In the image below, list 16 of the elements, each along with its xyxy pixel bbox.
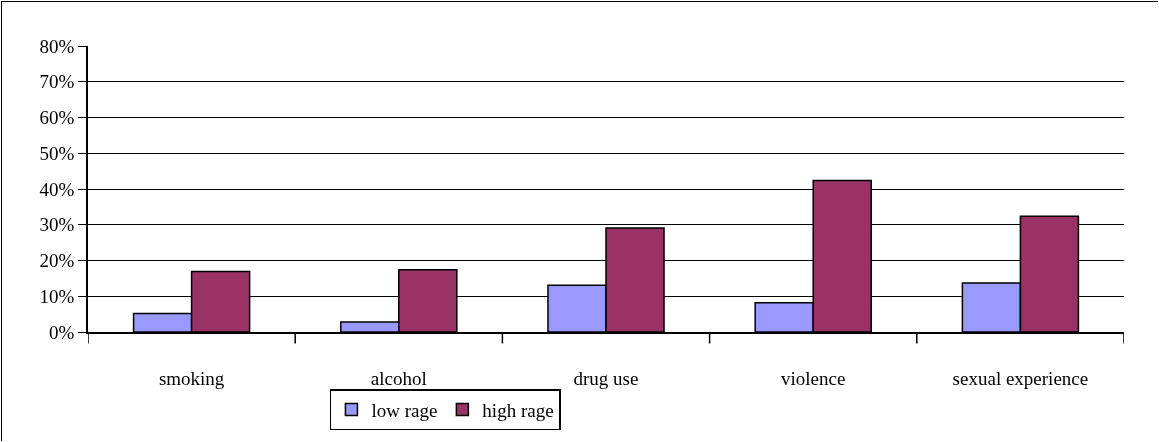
x-tick-label: alcohol [370, 367, 427, 389]
y-tick-label: 70% [39, 71, 75, 93]
y-tick-label: 40% [39, 178, 75, 200]
x-tick-label: sexual experience [952, 367, 1089, 389]
y-tick-label: 30% [39, 214, 75, 236]
y-tick-label: 20% [39, 250, 75, 272]
y-tick-label: 0% [49, 321, 75, 343]
x-tick-label: violence [781, 367, 846, 389]
legend-label: high rage [482, 399, 554, 421]
y-tick-label: 60% [39, 107, 75, 129]
legend-label: low rage [371, 399, 438, 421]
x-tick-label: smoking [158, 367, 225, 389]
x-tick-label: drug use [573, 367, 639, 389]
y-tick-label: 80% [39, 35, 75, 57]
y-tick-label: 50% [39, 142, 75, 164]
y-tick-label: 10% [39, 285, 75, 307]
